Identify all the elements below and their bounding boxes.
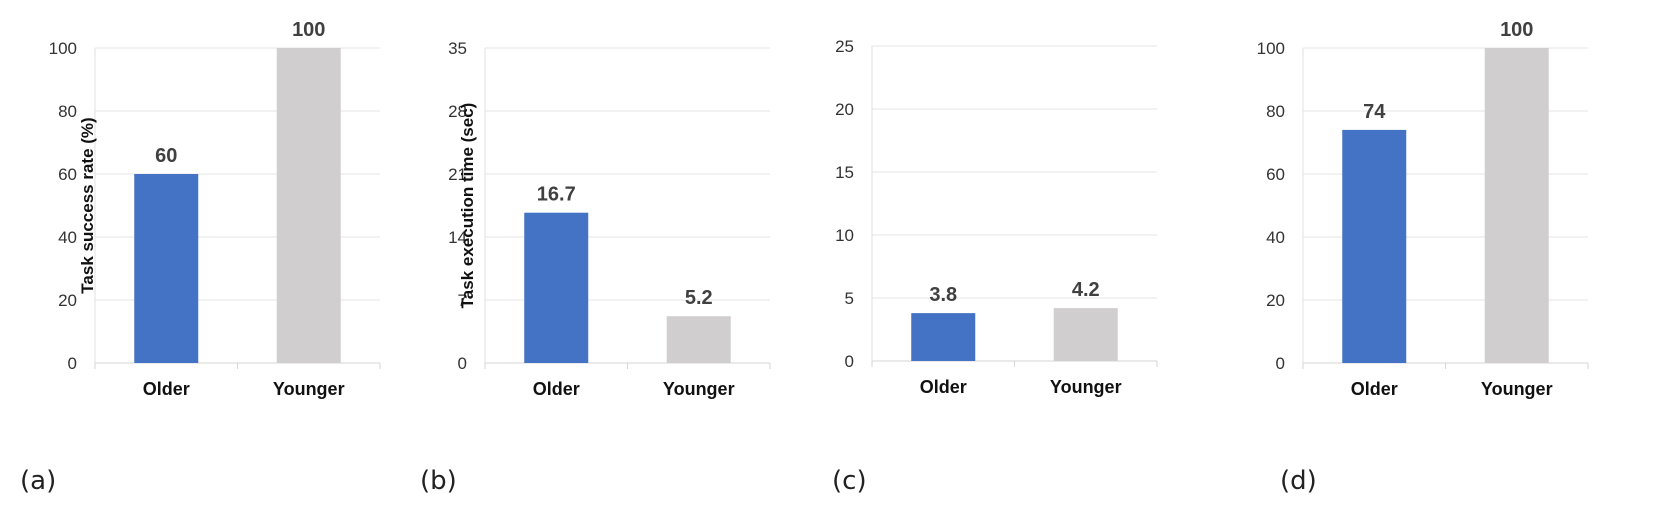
y-tick-label: 100: [1257, 39, 1285, 58]
chart-panel-d: 02040608010074Older100YoungerEase of tas…: [1255, 0, 1665, 518]
bar-older: [1342, 129, 1407, 363]
x-tick-label: Younger: [1050, 377, 1122, 397]
y-tick-label: 20: [58, 291, 77, 310]
y-tick-label: 100: [49, 39, 77, 58]
bar-younger: [276, 48, 341, 363]
bar-younger: [666, 316, 731, 363]
y-tick-label: 35: [448, 39, 467, 58]
y-tick-label: 60: [1266, 165, 1285, 184]
panel-label: (d): [1280, 466, 1317, 496]
y-tick-label: 0: [1276, 354, 1285, 373]
bar-chart-d: 02040608010074Older100YoungerEase of tas…: [1257, 19, 1589, 399]
chart-panel-a: 0 20 40 60 80 100 60 Older 100 Younger Task succes…: [0, 0, 410, 518]
y-tick-label: 5: [845, 289, 854, 308]
y-tick-label: 40: [58, 228, 77, 247]
chart-panel-b: 0 7 14 21 28 35 16.7 Older 5.2 Younger Task execut…: [415, 0, 825, 518]
bar-younger: [1053, 308, 1118, 361]
bar-chart-b: 0 7 14 21 28 35 16.7 Older 5.2 Younger Task execut…: [448, 39, 771, 399]
bar-older: [134, 174, 199, 363]
y-tick-label: 25: [835, 37, 854, 56]
x-tick-label: Older: [1351, 379, 1398, 399]
x-tick-label: Older: [920, 377, 967, 397]
y-tick-label: 80: [1266, 102, 1285, 121]
panel-label: (a): [20, 466, 57, 496]
data-label: 100: [1500, 19, 1533, 41]
y-tick-label: 0: [68, 354, 77, 373]
data-label: 3.8: [929, 284, 957, 306]
y-tick-label: 28: [448, 102, 467, 121]
y-axis-title: Task success rate (%): [78, 117, 97, 293]
y-tick-label: 15: [835, 163, 854, 182]
y-tick-label: 0: [458, 354, 467, 373]
data-label: 100: [292, 19, 325, 41]
bar-older: [911, 313, 976, 361]
x-tick-label: Younger: [1481, 379, 1553, 399]
panel-label: (c): [832, 466, 867, 496]
data-label: 5.2: [685, 287, 713, 309]
y-tick-label: 20: [1266, 291, 1285, 310]
x-tick-label: Younger: [663, 379, 735, 399]
x-tick-label: Older: [143, 379, 190, 399]
y-tick-label: 60: [58, 165, 77, 184]
data-label: 16.7: [537, 184, 576, 206]
y-tick-label: 14: [448, 228, 467, 247]
y-axis-title: Task execution time (sec): [458, 103, 477, 309]
y-tick-label: 40: [1266, 228, 1285, 247]
y-tick-label: 80: [58, 102, 77, 121]
data-label: 4.2: [1072, 279, 1100, 301]
y-tick-label: 21: [448, 165, 467, 184]
y-tick-label: 0: [845, 352, 854, 371]
bar-younger: [1484, 48, 1549, 363]
panel-label: (b): [420, 466, 457, 496]
bar-chart-a: 0 20 40 60 80 100 60 Older 100 Younger Task succes…: [49, 19, 381, 399]
data-label: 74: [1363, 101, 1386, 123]
x-tick-label: Younger: [273, 379, 345, 399]
y-tick-label: 20: [835, 100, 854, 119]
y-tick-label: 7: [458, 291, 467, 310]
y-tick-label: 10: [835, 226, 854, 245]
data-label: 60: [155, 145, 177, 167]
x-tick-label: Older: [533, 379, 580, 399]
bar-older: [524, 212, 589, 363]
